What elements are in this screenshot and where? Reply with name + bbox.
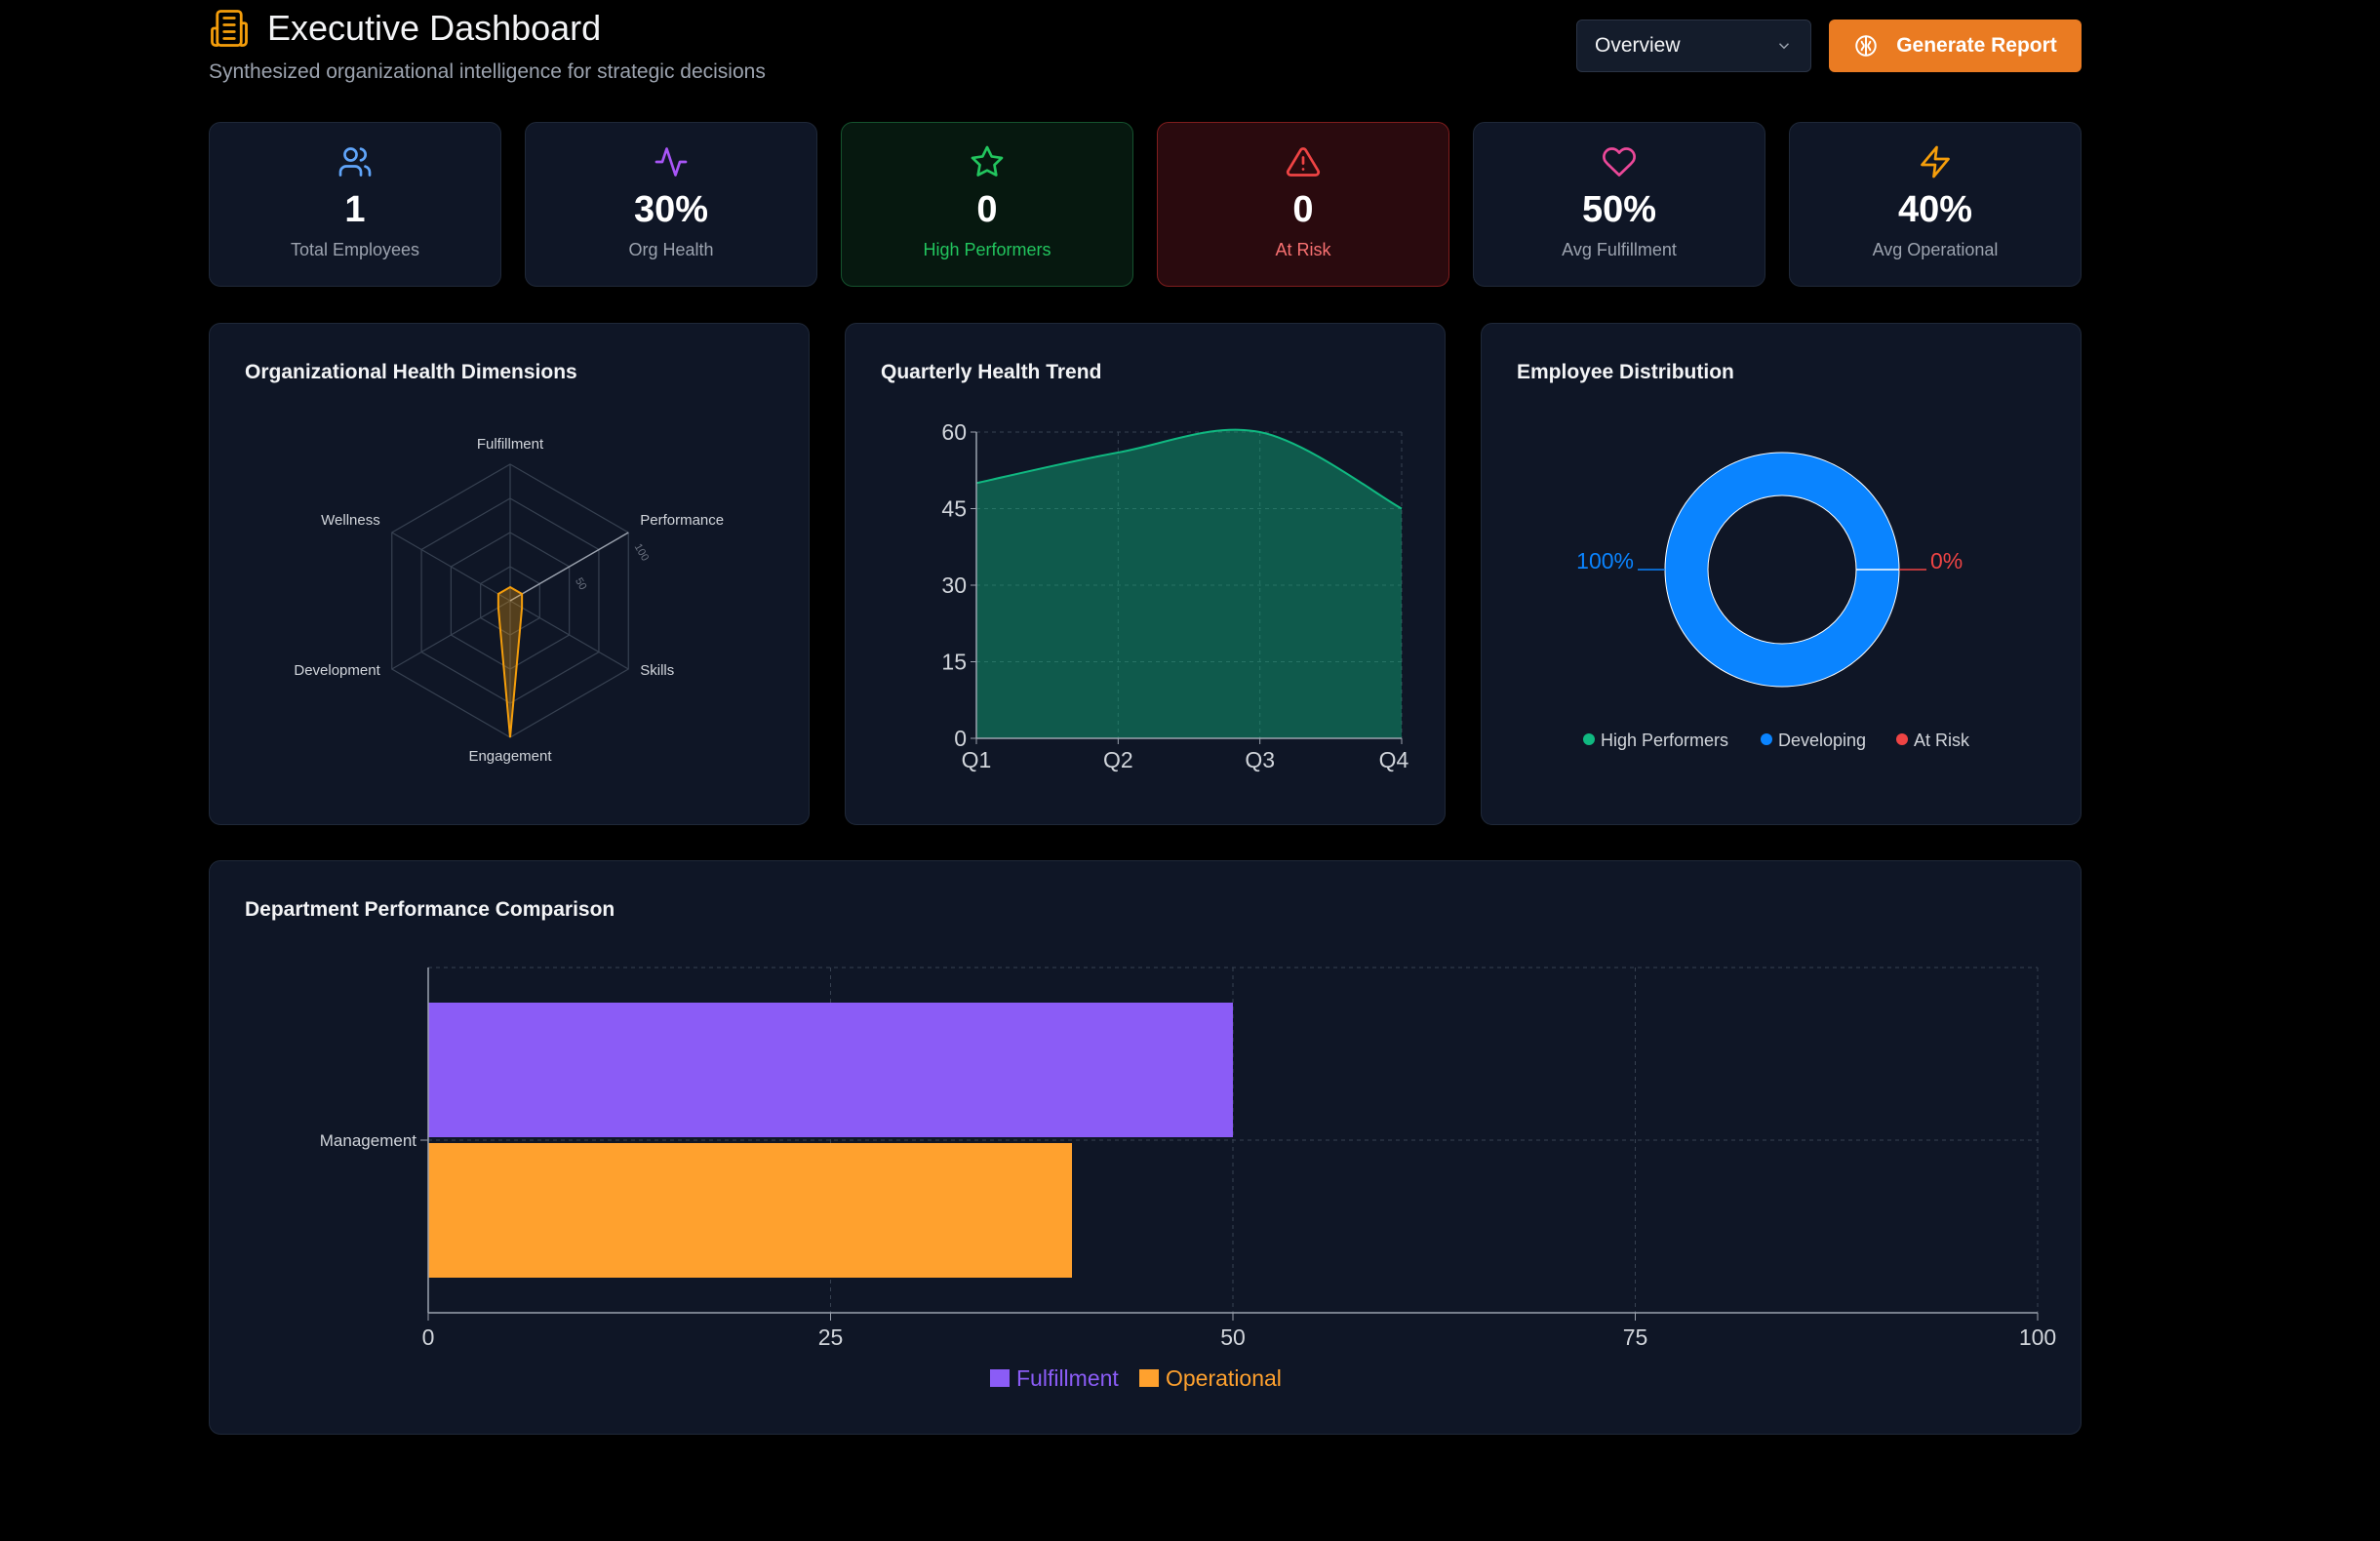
trend-y-tick-label: 30 (941, 573, 967, 598)
activity-icon (654, 147, 688, 177)
stat-label: Avg Operational (1872, 240, 1999, 259)
bar-x-tick-label: 0 (422, 1324, 435, 1350)
distribution-chart: 100% 0% High Performers Developing At Risk (1576, 452, 1970, 750)
bar-legend-label: Fulfillment (1016, 1365, 1119, 1391)
radar-tick-label: 100 (632, 542, 652, 564)
radar-radius-axis (509, 532, 629, 602)
bar-legend-swatch (990, 1369, 1010, 1387)
stat-label: High Performers (923, 240, 1051, 259)
radar-axis-line (509, 600, 629, 670)
trend-chart: 0 15 30 45 60 Q1 Q2 Q3 Q4 (941, 419, 1409, 772)
trend-x-tick-label: Q3 (1245, 747, 1275, 772)
trend-panel: Quarterly Health Trend 0 15 30 45 60 Q1 Q2 Q3 Q4 (845, 323, 1446, 825)
stat-label: Total Employees (290, 240, 420, 259)
bar-x-tick-label: 50 (1220, 1324, 1246, 1350)
trend-line (975, 428, 1403, 510)
star-icon (971, 145, 1004, 177)
radar-axis-label: Performance (640, 512, 724, 529)
alert-triangle-icon (1286, 147, 1321, 177)
radar-panel: Organizational Health Dimensions Fulfill… (209, 323, 810, 825)
stat-card-avg-operational: 40% Avg Operational (1789, 122, 2082, 287)
trend-title: Quarterly Health Trend (881, 361, 1102, 383)
stat-card-at-risk: 0 At Risk (1157, 122, 1449, 287)
donut-legend-dot (1761, 733, 1772, 745)
department-title: Department Performance Comparison (245, 898, 615, 921)
donut-slice (1665, 453, 1899, 687)
bar-operational (428, 1143, 1072, 1278)
stat-value: 40% (1897, 189, 1973, 230)
trend-y-tick-label: 0 (954, 726, 967, 751)
radar-axis-label: Development (294, 662, 380, 679)
bar-x-tick-label: 75 (1623, 1324, 1648, 1350)
stat-label: Avg Fulfillment (1562, 240, 1677, 259)
generate-report-label: Generate Report (1896, 34, 2057, 57)
view-select-value: Overview (1595, 34, 1681, 57)
stat-card-avg-fulfillment: 50% Avg Fulfillment (1473, 122, 1765, 287)
donut-legend-label: High Performers (1601, 731, 1728, 750)
bar-fulfillment (428, 1003, 1233, 1137)
radar-tick-label: 50 (573, 576, 589, 593)
radar-axis-label: Fulfillment (477, 436, 544, 453)
stat-value: 50% (1581, 189, 1657, 230)
title-row: Executive Dashboard (209, 8, 601, 49)
stat-value: 30% (633, 189, 709, 230)
donut-legend-label: At Risk (1914, 731, 1970, 750)
page-title: Executive Dashboard (267, 8, 602, 48)
stat-card-total-employees: 1 Total Employees (209, 122, 501, 287)
view-select[interactable]: Overview (1576, 20, 1811, 72)
donut-slice-label: 100% (1576, 548, 1634, 573)
donut-legend-dot (1896, 733, 1908, 745)
brain-icon (1855, 35, 1877, 57)
radar-data-polygon (496, 585, 524, 738)
donut-legend-dot (1583, 733, 1595, 745)
page-subtitle: Synthesized organizational intelligence … (209, 60, 766, 83)
stat-label: At Risk (1275, 240, 1331, 259)
trend-area-fill (976, 429, 1402, 738)
donut-legend-label: Developing (1778, 731, 1866, 750)
stat-card-high-performers: 0 High Performers (841, 122, 1133, 287)
radar-axis-label: Engagement (468, 748, 552, 765)
trend-y-tick-label: 15 (941, 650, 967, 675)
users-icon (338, 147, 372, 177)
radar-chart: Fulfillment Performance Skills Engagement De… (294, 436, 724, 765)
department-panel: Department Performance Comparison 0 25 50 7… (209, 860, 2082, 1435)
stat-label: Org Health (628, 240, 714, 259)
trend-y-tick-label: 60 (941, 419, 967, 445)
trend-x-tick-label: Q4 (1379, 747, 1409, 772)
donut-slice-label: 0% (1930, 548, 1963, 573)
bar-x-tick-label: 25 (818, 1324, 844, 1350)
stat-value: 1 (344, 189, 366, 230)
trend-x-tick-label: Q2 (1103, 747, 1133, 772)
page-header: Executive Dashboard Synthesized organiza… (209, 0, 2082, 107)
stat-card-org-health: 30% Org Health (525, 122, 817, 287)
bar-x-tick-label: 100 (2019, 1324, 2056, 1350)
radar-axis-line (391, 600, 511, 670)
bar-category-label: Management (320, 1131, 417, 1150)
building-icon (211, 10, 248, 47)
donut-slice-outline (1707, 494, 1857, 645)
department-chart: 0 25 50 75 100 Management Fulfillment Operation… (320, 967, 2056, 1391)
stat-value: 0 (976, 189, 998, 230)
distribution-panel: Employee Distribution 100% 0% High Perform… (1481, 323, 2082, 825)
trend-x-tick-label: Q1 (962, 747, 992, 772)
zap-icon (1921, 145, 1950, 178)
radar-axis-line (391, 532, 511, 602)
stat-value: 0 (1292, 189, 1314, 230)
generate-report-button[interactable]: Generate Report (1829, 20, 2082, 72)
bar-legend-swatch (1139, 1369, 1159, 1387)
distribution-title: Employee Distribution (1517, 361, 1734, 383)
radar-axis-label: Skills (640, 662, 674, 679)
radar-axis-label: Wellness (321, 512, 380, 529)
radar-title: Organizational Health Dimensions (245, 361, 577, 383)
chevron-down-icon (1778, 43, 1790, 50)
bar-legend-label: Operational (1166, 1365, 1282, 1391)
heart-icon (1603, 147, 1636, 177)
trend-y-tick-label: 45 (941, 496, 967, 522)
